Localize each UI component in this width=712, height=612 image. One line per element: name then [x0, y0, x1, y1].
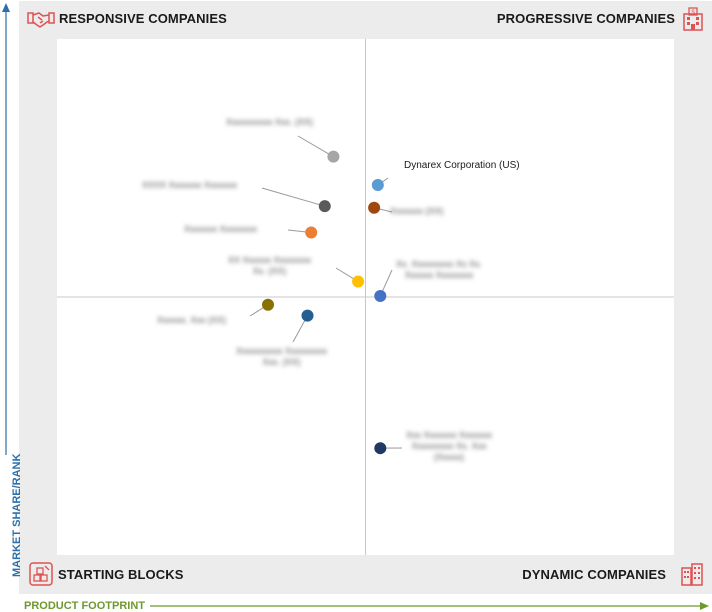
blurred-label-6: Xx. Xxxxxxxxx Xx Xx. Xxxxxx Xxxxxxxx: [396, 259, 483, 280]
data-point[interactable]: [262, 298, 275, 311]
blurred-label-2: XXXX Xxxxxxx Xxxxxxx: [142, 180, 238, 190]
blurred-label-5: XX Xxxxxx Xxxxxxxx Xx. (XX): [228, 255, 312, 276]
data-point[interactable]: [327, 150, 340, 163]
x-axis-label: PRODUCT FOOTPRINT: [24, 600, 145, 612]
data-points: [262, 150, 387, 455]
data-point[interactable]: [368, 201, 381, 214]
buildings-icon: [681, 563, 703, 586]
data-point[interactable]: [371, 179, 384, 192]
data-point[interactable]: [374, 289, 387, 302]
data-point[interactable]: [301, 309, 314, 322]
quadrant-label-top-left: RESPONSIVE COMPANIES: [59, 11, 227, 26]
data-point[interactable]: [318, 200, 331, 213]
y-axis-arrow-head: [2, 3, 10, 12]
x-axis-arrow-head: [700, 602, 709, 610]
data-point[interactable]: [374, 442, 387, 455]
svg-text:$: $: [691, 10, 695, 16]
handshake-icon: [27, 12, 55, 28]
blurred-label-4: Xxxxxxx Xxxxxxxx: [184, 224, 258, 234]
quadrant-label-bottom-left: STARTING BLOCKS: [58, 567, 184, 582]
blocks-icon: [29, 562, 53, 586]
connector-line: [297, 135, 334, 158]
quadrant-label-top-right: PROGRESSIVE COMPANIES: [496, 11, 675, 26]
blurred-label-1: Xxxxxxxxxx Xxx. (XX): [226, 117, 314, 127]
blurred-label-3: Xxxxxxx (XX): [390, 206, 444, 216]
blurred-label-9: Xxx Xxxxxxx Xxxxxxx Xxxxxxxxx Xx. Xxx (Xxx…: [406, 430, 493, 462]
point-label-dynarex: Dynarex Corporation (US): [404, 160, 520, 171]
data-point[interactable]: [352, 275, 365, 288]
blurred-label-7: Xxxxxx. Xxx (XX): [157, 315, 227, 325]
building-icon: $: [683, 7, 703, 31]
connector-line: [261, 187, 325, 207]
blurred-label-8: Xxxxxxxxxx Xxxxxxxxx Xxx. (XX): [236, 346, 328, 367]
quadrant-label-bottom-right: DYNAMIC COMPANIES: [522, 567, 666, 582]
data-point[interactable]: [305, 226, 318, 239]
